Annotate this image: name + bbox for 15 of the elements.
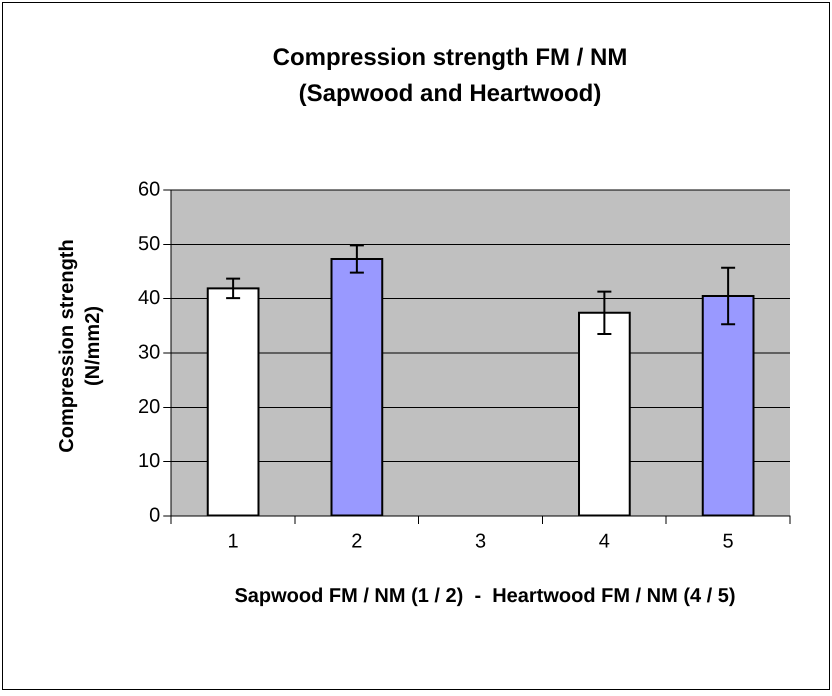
chart-title: Compression strength FM / NM (Sapwood and Heartwood): [272, 43, 628, 109]
x-axis-title: Sapwood FM / NM (1 / 2) - Heartwood FM / NM (4 / 5): [233, 584, 737, 609]
y-axis-title: Compression strength (N/mm2): [55, 238, 105, 455]
y-tick-label: 50: [138, 232, 160, 255]
y-tick-label: 0: [149, 504, 160, 527]
x-tick-label: 4: [598, 530, 610, 553]
y-tick-label: 10: [138, 450, 160, 472]
y-tick-label: 20: [138, 396, 160, 418]
x-tick-label: 1: [228, 530, 239, 553]
y-tick-label: 60: [138, 178, 160, 201]
y-tick-label: 30: [138, 342, 160, 364]
y-tick-label: 40: [138, 287, 160, 310]
x-tick-label: 2: [351, 530, 362, 553]
x-tick-label: 5: [722, 530, 734, 553]
x-tick-label: 3: [475, 530, 486, 553]
